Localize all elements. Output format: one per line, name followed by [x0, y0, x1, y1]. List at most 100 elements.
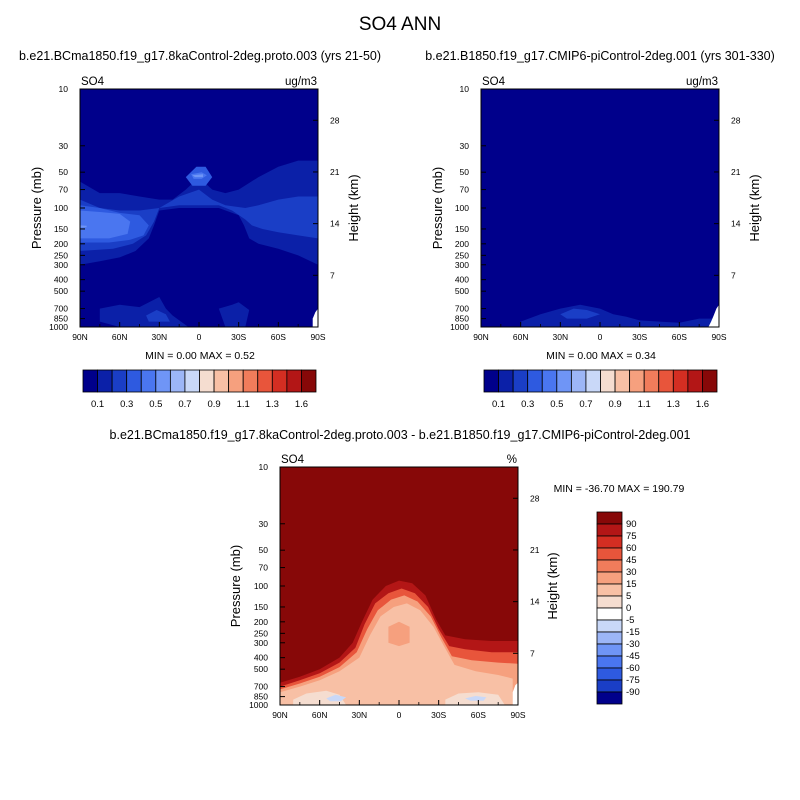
x-tick-label: 60S: [672, 332, 687, 342]
colorbar-box: [596, 523, 623, 537]
pressure-tick-label: 150: [455, 224, 469, 234]
colorbar-box: [687, 369, 703, 393]
x-tick-label: 0: [397, 710, 402, 720]
colorbar-box: [140, 369, 157, 393]
colorbar-box: [596, 655, 623, 669]
pressure-tick-label: 10: [59, 84, 69, 94]
pressure-tick-label: 50: [259, 545, 269, 555]
colorbar-box: [126, 369, 142, 393]
colorbar-box: [643, 369, 660, 393]
pressure-tick-label: 30: [59, 141, 69, 151]
x-tick-label: 30S: [431, 710, 446, 720]
colorbar-box: [600, 369, 616, 393]
panel-1-colorbar: 0.1 0.3 0.5 0.7 0.9 1.1 1.3 1.6: [82, 369, 317, 410]
colorbar-label: -30: [626, 639, 640, 650]
colorbar-label: 0.1: [492, 399, 505, 410]
height-tick-label: 28: [530, 493, 540, 503]
panel-1-pressure-label: Pressure (mb): [29, 167, 44, 249]
colorbar-box: [498, 369, 514, 393]
colorbar-label: 0.7: [579, 399, 592, 410]
colorbar-label: 75: [626, 531, 637, 542]
contour-band-5: [293, 690, 347, 705]
pressure-tick-label: 100: [54, 203, 68, 213]
missing-data-region: [512, 682, 518, 705]
colorbar-label: 30: [626, 567, 637, 578]
x-tick-label: 60S: [471, 710, 486, 720]
colorbar-box: [111, 369, 128, 393]
colorbar-box: [585, 369, 601, 393]
x-tick-label: 60N: [513, 332, 529, 342]
panel-1-height-label: Height (km): [346, 174, 361, 241]
contour-fill-group: [280, 467, 518, 705]
pressure-tick-label: 50: [460, 167, 470, 177]
panel-2-plot: SO4 ug/m3 90N 60N 30N 0 30S 60S 90S 10 30 50 70 100 15…: [450, 76, 741, 342]
height-tick-label: 21: [530, 545, 540, 555]
pressure-tick-label: 400: [455, 275, 469, 285]
contour-band-7: [326, 694, 347, 702]
height-tick-label: 14: [330, 219, 340, 229]
panel-2-title: b.e21.B1850.f19_g17.CMIP6-piControl-2deg…: [425, 49, 775, 63]
panel-3-minmax: MIN = -36.70 MAX = 190.79: [554, 483, 685, 495]
colorbar-box: [556, 369, 572, 393]
panel-2-minmax: MIN = 0.00 MAX = 0.34: [546, 350, 656, 362]
height-tick-label: 14: [731, 219, 741, 229]
colorbar-box: [286, 369, 302, 393]
colorbar-label: 45: [626, 555, 637, 566]
pressure-tick-label: 250: [54, 250, 68, 260]
pressure-tick-label: 700: [254, 682, 268, 692]
colorbar-box: [242, 369, 259, 393]
colorbar-box: [169, 369, 186, 393]
units-label: ug/m3: [285, 76, 317, 88]
contour-band-1: [560, 308, 600, 319]
colorbar-box: [596, 691, 623, 705]
panel-3-pressure-label: Pressure (mb): [228, 545, 243, 627]
x-tick-label: 90S: [310, 332, 325, 342]
x-tick-label: 30N: [152, 332, 168, 342]
variable-label: SO4: [482, 76, 506, 88]
colorbar-box: [301, 369, 317, 393]
colorbar-box: [596, 559, 623, 573]
colorbar-box: [702, 369, 718, 393]
pressure-tick-label: 300: [54, 260, 68, 270]
colorbar-box: [614, 369, 631, 393]
x-tick-label: 60S: [271, 332, 286, 342]
colorbar-label: -15: [626, 627, 640, 638]
panel-3-title: b.e21.BCma1850.f19_g17.8kaControl-2deg.p…: [110, 428, 691, 442]
x-tick-label: 90N: [473, 332, 489, 342]
units-label: ug/m3: [686, 76, 718, 88]
colorbar-label: 0.3: [120, 399, 133, 410]
colorbar-label: 1.6: [295, 399, 308, 410]
pressure-tick-label: 30: [259, 519, 269, 529]
height-tick-label: 21: [330, 167, 340, 177]
pressure-tick-label: 700: [455, 304, 469, 314]
colorbar-box: [97, 369, 113, 393]
pressure-tick-label: 700: [54, 304, 68, 314]
panel-1: b.e21.BCma1850.f19_g17.8kaControl-2deg.p…: [19, 49, 381, 410]
variable-label: SO4: [281, 454, 305, 466]
x-tick-label: 30N: [553, 332, 569, 342]
pressure-tick-label: 200: [455, 239, 469, 249]
pressure-tick-label: 300: [455, 260, 469, 270]
x-tick-label: 30S: [632, 332, 647, 342]
colorbar-box: [512, 369, 529, 393]
panel-2-colorbar: 0.1 0.3 0.5 0.7 0.9 1.1 1.3 1.6: [483, 369, 718, 410]
colorbar-label: 1.3: [266, 399, 279, 410]
colorbar-box: [527, 369, 543, 393]
colorbar-box: [199, 369, 215, 393]
figure-title: SO4 ANN: [359, 14, 441, 35]
panel-1-minmax: MIN = 0.00 MAX = 0.52: [145, 350, 255, 362]
height-tick-label: 28: [731, 115, 741, 125]
panel-2-height-label: Height (km): [747, 174, 762, 241]
colorbar-label: 0.3: [521, 399, 534, 410]
height-tick-label: 7: [731, 270, 736, 280]
colorbar-label: -75: [626, 675, 640, 686]
x-tick-label: 90S: [510, 710, 525, 720]
colorbar-label: 90: [626, 519, 637, 530]
colorbar-box: [596, 595, 623, 609]
contour-band-9: [146, 310, 170, 322]
height-tick-label: 7: [330, 270, 335, 280]
pressure-tick-label: 250: [455, 250, 469, 260]
colorbar-box: [596, 571, 623, 585]
colorbar-label: 1.1: [638, 399, 651, 410]
